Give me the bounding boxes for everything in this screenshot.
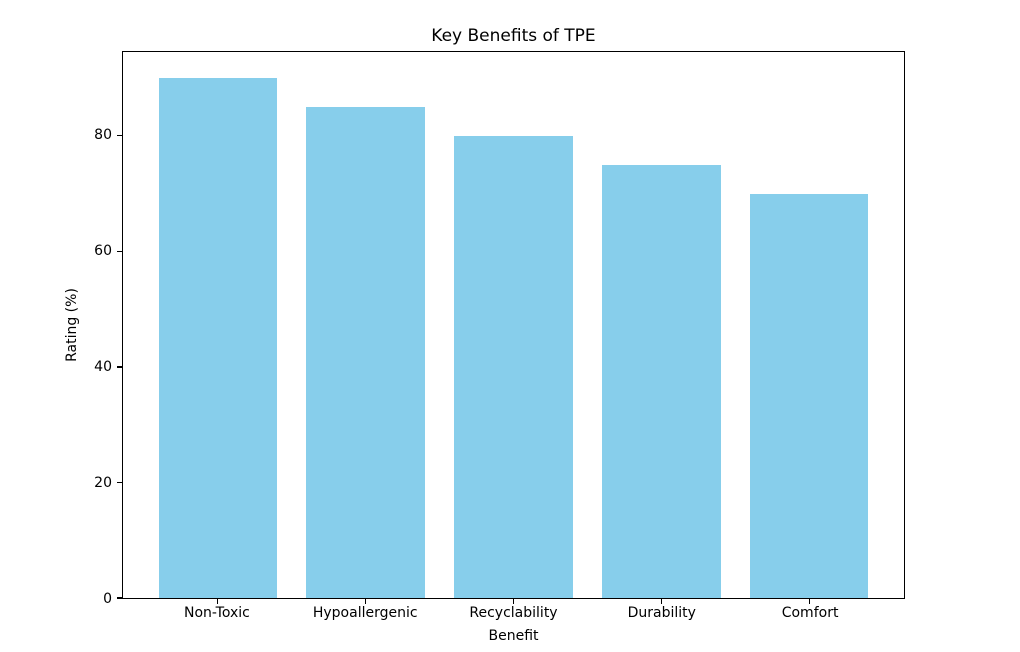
y-tick-label: 20 [94,475,112,492]
x-tick-mark [660,599,662,604]
bar [306,106,425,598]
bar [750,193,869,598]
x-tick-mark [512,599,515,604]
y-tick-mark [117,250,122,252]
y-tick-label: 60 [94,243,112,260]
y-tick-label: 80 [94,127,112,144]
x-tick-mark [364,599,367,604]
x-tick-label: Comfort [781,605,839,621]
y-tick-mark [117,366,122,368]
x-tick-mark [808,599,810,604]
y-tick-mark [117,481,122,484]
x-tick-label: Non-Toxic [183,605,250,621]
y-tick-mark [117,135,122,137]
y-tick-labels: 0 20 40 60 80 [0,51,112,606]
bar [454,135,573,598]
x-tick-labels: Non-Toxic Hypoallergenic Recyclability Dura… [122,606,905,624]
y-tick-label: 0 [103,591,112,607]
x-tick-mark [217,599,219,604]
x-tick-label: Durability [627,605,696,621]
bar [158,78,277,598]
x-axis-label: Benefit [488,628,539,644]
x-tick-label: Hypoallergenic [312,605,418,621]
y-tick-mark [117,597,122,599]
bar [602,164,721,598]
chart-title: Key Benefits of TPE [431,26,596,46]
x-tick-label: Recyclability [469,605,558,621]
y-tick-label: 40 [94,359,112,376]
plot-area [117,51,905,604]
